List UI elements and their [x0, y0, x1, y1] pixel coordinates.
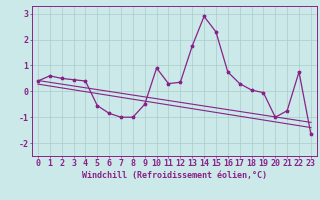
X-axis label: Windchill (Refroidissement éolien,°C): Windchill (Refroidissement éolien,°C) [82, 171, 267, 180]
